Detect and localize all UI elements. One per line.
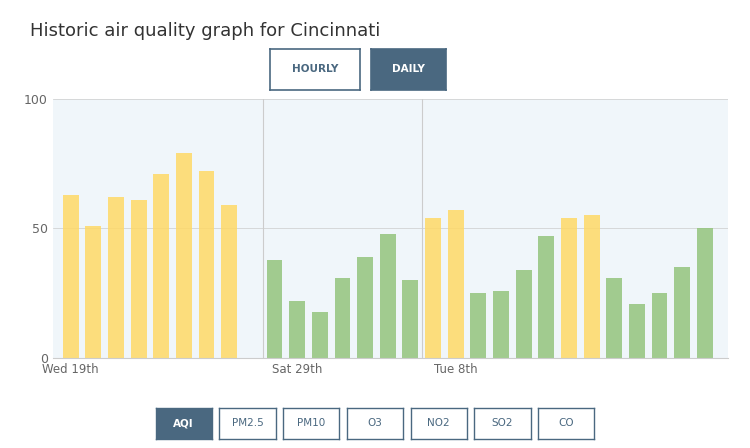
Bar	[380, 234, 396, 358]
Text: DAILY: DAILY	[392, 65, 425, 74]
Bar	[470, 293, 486, 358]
Bar	[86, 226, 101, 358]
Bar	[538, 236, 554, 358]
Bar	[697, 228, 712, 358]
Bar	[312, 312, 328, 358]
Text: SO2: SO2	[492, 418, 513, 428]
Bar	[334, 278, 350, 358]
Text: HOURLY: HOURLY	[292, 65, 338, 74]
Bar	[606, 278, 622, 358]
Bar	[199, 171, 214, 358]
Bar	[221, 205, 237, 358]
Bar	[63, 195, 79, 358]
Text: PM2.5: PM2.5	[232, 418, 263, 428]
Bar	[266, 260, 283, 358]
Text: AQI: AQI	[173, 418, 194, 428]
Text: PM10: PM10	[297, 418, 326, 428]
Bar	[561, 218, 577, 358]
Bar	[357, 257, 373, 358]
Bar	[584, 215, 599, 358]
Bar	[403, 280, 418, 358]
Bar	[493, 291, 509, 358]
Bar	[130, 200, 146, 358]
Bar	[674, 267, 690, 358]
Text: Historic air quality graph for Cincinnati: Historic air quality graph for Cincinnat…	[30, 22, 380, 40]
Bar	[108, 197, 124, 358]
Bar	[153, 174, 170, 358]
Bar	[425, 218, 441, 358]
Bar	[290, 301, 305, 358]
Bar	[629, 304, 645, 358]
Bar	[176, 153, 192, 358]
Text: O3: O3	[368, 418, 382, 428]
Bar	[516, 270, 532, 358]
Text: CO: CO	[559, 418, 574, 428]
Text: NO2: NO2	[427, 418, 450, 428]
Bar	[448, 210, 464, 358]
Bar	[652, 293, 668, 358]
